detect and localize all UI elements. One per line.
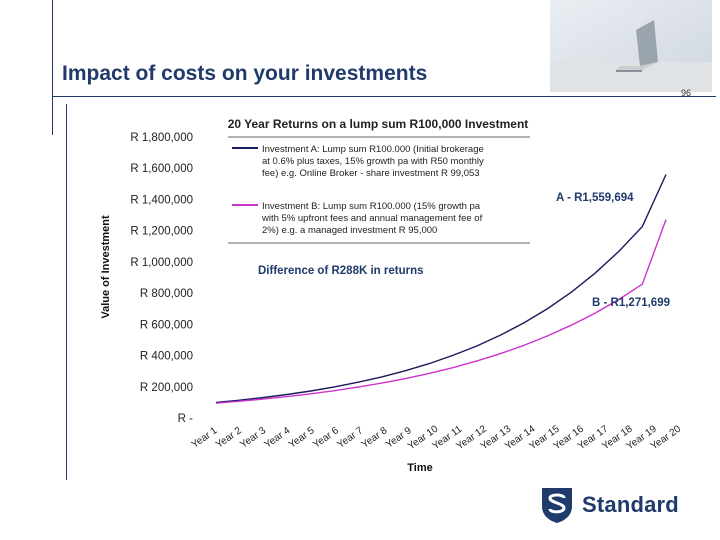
y-tick-label: R 1,600,000 [130, 163, 193, 175]
x-tick-label: Year 3 [238, 425, 268, 451]
x-tick-label: Year 6 [311, 425, 341, 451]
x-tick-label: Year 2 [214, 425, 244, 451]
y-tick-label: R 1,800,000 [130, 132, 193, 144]
y-tick-label: R 400,000 [140, 351, 193, 363]
x-tick-label: Year 8 [360, 425, 390, 451]
x-axis-label: Time [407, 462, 432, 474]
legend-entry: Investment B: Lump sum R100.000 (15% gro… [262, 201, 481, 212]
difference-annotation: Difference of R288K in returns [258, 265, 424, 277]
legend-entry: Investment A: Lump sum R100.000 (Initial… [262, 144, 484, 155]
legend-entry: fee) e.g. Online Broker - share investme… [262, 168, 480, 179]
x-tick-label: Year 1 [190, 425, 220, 451]
y-tick-label: R - [178, 413, 194, 425]
slide-title: Impact of costs on your investments [62, 62, 428, 85]
shield-icon [542, 488, 572, 523]
y-tick-label: R 1,000,000 [130, 257, 193, 269]
laptop-photo [550, 0, 712, 92]
y-tick-label: R 200,000 [140, 382, 193, 394]
y-tick-label: R 600,000 [140, 319, 193, 331]
series-line-b [215, 219, 667, 404]
series-a-final-label: A - R1,559,694 [556, 192, 634, 204]
series-b-final-label: B - R1,271,699 [592, 297, 670, 309]
frame-left-inner-line [66, 104, 67, 480]
chart-title: 20 Year Returns on a lump sum R100,000 I… [228, 117, 529, 131]
legend-entry: at 0.6% plus taxes, 15% growth pa with R… [262, 156, 484, 167]
brand-name: Standard [582, 492, 679, 517]
y-axis-label: Value of Investment [100, 215, 112, 319]
legend-entry: 2%) e.g. a managed investment R 95,000 [262, 225, 437, 236]
standard-bank-logo: Standard [540, 486, 679, 524]
series-line-a [215, 174, 667, 404]
y-tick-label: R 1,200,000 [130, 226, 193, 238]
x-tick-label: Year 4 [263, 425, 293, 451]
title-underline [52, 96, 716, 97]
x-tick-label: Year 7 [335, 425, 365, 451]
x-tick-label: Year 5 [287, 425, 317, 451]
y-tick-label: R 800,000 [140, 288, 193, 300]
legend-entry: with 5% upfront fees and annual manageme… [261, 213, 483, 224]
y-tick-label: R 1,400,000 [130, 194, 193, 206]
page-number: 96 [681, 88, 692, 98]
frame-left-line [52, 0, 53, 135]
